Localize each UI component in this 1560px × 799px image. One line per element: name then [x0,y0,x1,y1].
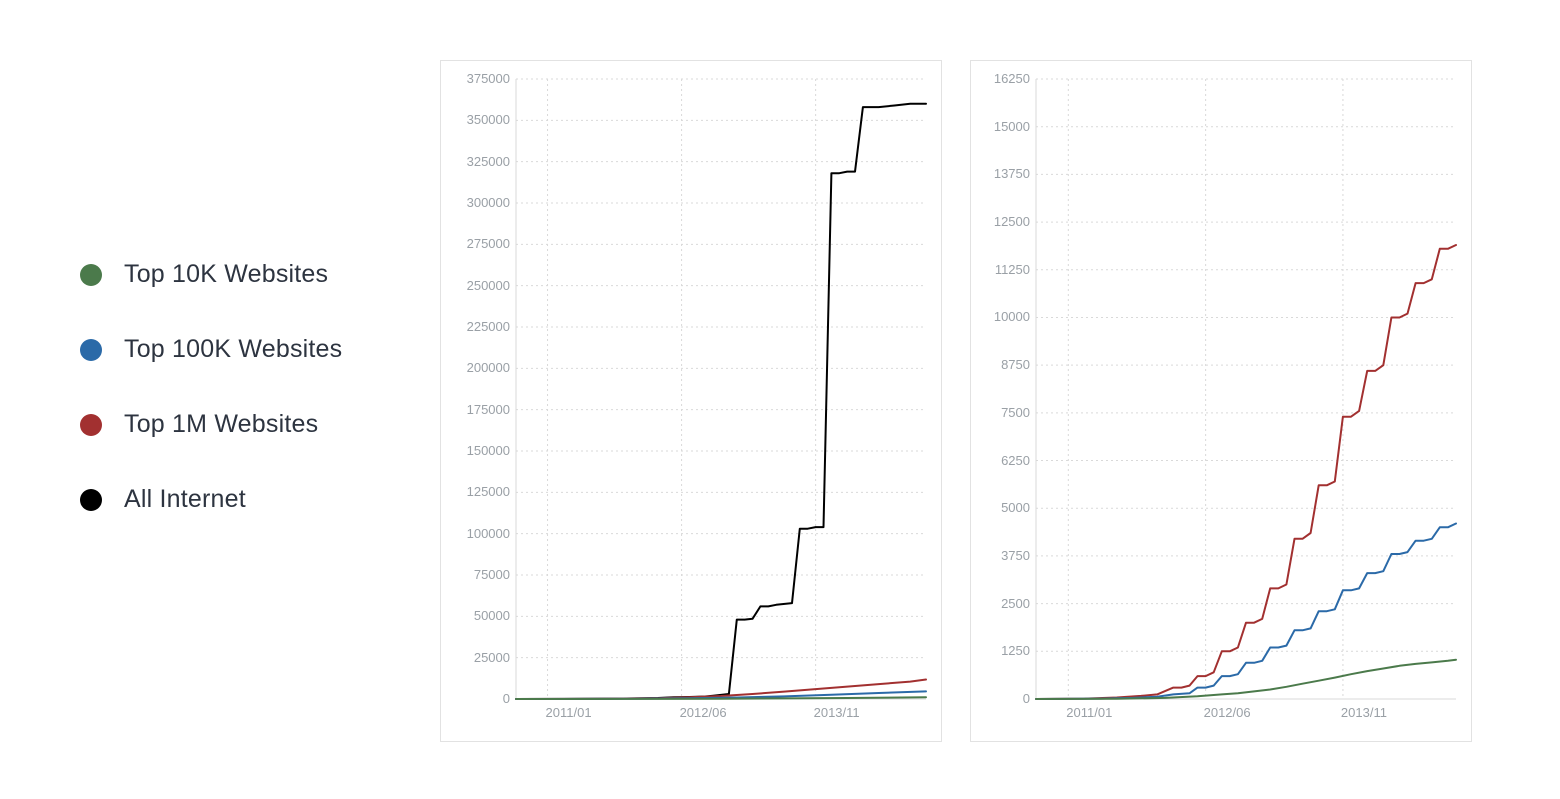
legend-item-top100k: Top 100K Websites [80,335,342,364]
chart-svg [441,61,941,741]
series-line [1036,660,1456,699]
legend-label: Top 10K Websites [124,260,328,289]
series-line [516,680,926,700]
page: Top 10K Websites Top 100K Websites Top 1… [0,0,1560,799]
series-line [1036,245,1456,699]
legend-label: Top 100K Websites [124,335,342,364]
series-line [516,104,926,699]
legend-item-top10k: Top 10K Websites [80,260,342,289]
chart-svg [971,61,1471,741]
legend-item-top1m: Top 1M Websites [80,410,342,439]
legend-swatch [80,264,102,286]
legend: Top 10K Websites Top 100K Websites Top 1… [80,260,342,560]
legend-swatch [80,489,102,511]
legend-swatch [80,414,102,436]
legend-label: Top 1M Websites [124,410,318,439]
chart-left: 0250005000075000100000125000150000175000… [440,60,942,742]
legend-label: All Internet [124,485,246,514]
series-line [1036,524,1456,700]
legend-swatch [80,339,102,361]
legend-item-all: All Internet [80,485,342,514]
chart-right: 0125025003750500062507500875010000112501… [970,60,1472,742]
